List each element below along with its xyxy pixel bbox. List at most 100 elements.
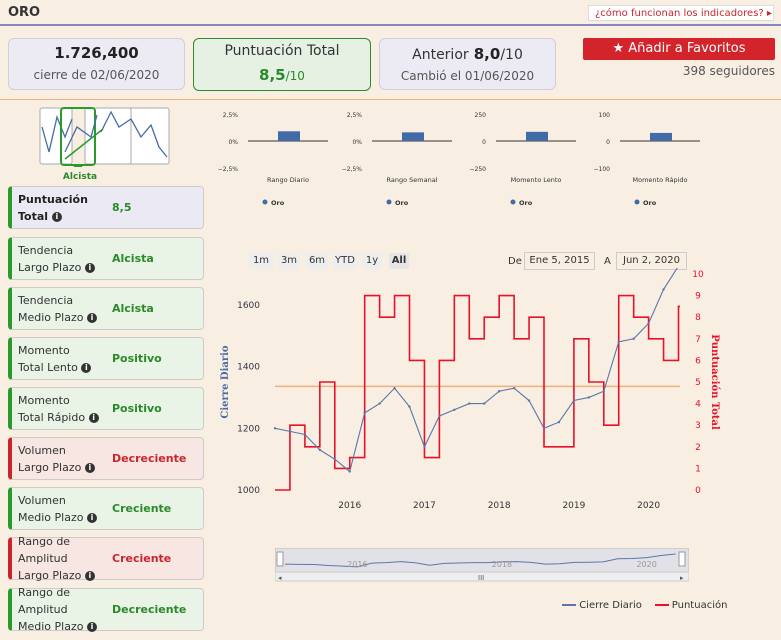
info-icon[interactable]: i bbox=[88, 412, 99, 423]
close-point bbox=[572, 399, 576, 402]
y-left-tick: 1000 bbox=[237, 486, 260, 496]
indicator-label: Momento Total Rápido i bbox=[12, 392, 112, 426]
x-tick: 2017 bbox=[413, 501, 436, 511]
indicator-label: Rango de Amplitud Medio Plazo i bbox=[12, 584, 112, 635]
score-of: /10 bbox=[285, 69, 305, 83]
navigator-tick: 2016 bbox=[347, 560, 367, 569]
navigator-tick: 2020 bbox=[636, 560, 656, 569]
legend-close-swatch bbox=[562, 604, 576, 606]
info-icon[interactable]: i bbox=[86, 622, 97, 632]
mini-ytick: −2,5% bbox=[218, 166, 239, 173]
close-point bbox=[617, 340, 620, 344]
info-icon[interactable]: i bbox=[86, 312, 97, 323]
to-date-input[interactable]: Jun 2, 2020 bbox=[616, 252, 687, 270]
indicator-label: Momento Total Lento i bbox=[12, 342, 112, 376]
indicator-label-line1: Momento bbox=[18, 393, 70, 407]
mini-ytick: 0 bbox=[482, 139, 486, 146]
info-icon[interactable]: i bbox=[81, 362, 92, 373]
close-point bbox=[632, 337, 635, 340]
indicator-label: Volumen Largo Plazo i bbox=[12, 442, 112, 476]
y-right-tick: 7 bbox=[695, 335, 701, 345]
score-value: 8,5 bbox=[259, 66, 286, 84]
mini-chart-title: Momento Rápido bbox=[632, 176, 687, 184]
prev-changed: Cambió el 01/06/2020 bbox=[400, 69, 535, 83]
info-icon[interactable]: i bbox=[51, 211, 62, 222]
legend-score-label: Puntuación bbox=[671, 600, 728, 611]
y-right-tick: 2 bbox=[695, 443, 701, 453]
indicator-label: Puntuación Total i bbox=[12, 191, 112, 225]
mini-legend-label: Oro bbox=[395, 199, 409, 207]
close-point bbox=[527, 399, 531, 402]
indicator-label-line2: Medio Plazo bbox=[18, 510, 84, 524]
indicator-label: Rango de Amplitud Largo Plazo i bbox=[12, 533, 112, 584]
close-point bbox=[468, 402, 471, 405]
navigator-track bbox=[275, 548, 689, 573]
info-icon[interactable]: i bbox=[84, 462, 95, 473]
mini-legend-label: Oro bbox=[519, 199, 533, 207]
close-card: 1.726,400 cierre de 02/06/2020 bbox=[8, 38, 185, 90]
mini-legend-label: Oro bbox=[271, 199, 285, 207]
y-right-tick: 3 bbox=[695, 421, 701, 431]
y-right-tick: 9 bbox=[695, 292, 701, 302]
indicator-row[interactable]: Rango de Amplitud Largo Plazo i Creciente bbox=[8, 535, 204, 582]
scroll-grip-icon: III bbox=[478, 574, 484, 582]
indicator-row[interactable]: Puntuación Total i 8,5 bbox=[8, 186, 204, 229]
y-right-tick: 8 bbox=[695, 313, 701, 323]
close-point bbox=[393, 386, 396, 390]
close-point bbox=[333, 457, 336, 461]
navigator-scrollbar bbox=[275, 571, 689, 582]
mini-bar bbox=[402, 132, 424, 141]
range-button-1y[interactable]: 1y bbox=[362, 253, 382, 269]
indicator-row[interactable]: Volumen Largo Plazo i Decreciente bbox=[8, 437, 204, 480]
indicator-row[interactable]: Momento Total Lento i Positivo bbox=[8, 337, 204, 380]
indicator-row[interactable]: Rango de Amplitud Medio Plazo i Decrecient… bbox=[8, 586, 204, 633]
indicator-value: Creciente bbox=[112, 502, 172, 515]
mini-ytick: 250 bbox=[475, 112, 487, 119]
add-favorite-button[interactable]: ★ Añadir a Favoritos bbox=[583, 38, 775, 60]
close-point bbox=[587, 396, 591, 399]
info-icon[interactable]: i bbox=[84, 262, 95, 273]
close-point bbox=[288, 430, 292, 433]
navigator-line bbox=[284, 553, 676, 568]
close-point bbox=[318, 448, 322, 452]
chart-legend: Cierre Diario Puntuación bbox=[562, 600, 727, 611]
indicator-row[interactable]: Tendencia Largo Plazo i Alcista bbox=[8, 237, 204, 280]
close-point bbox=[662, 288, 665, 291]
score-title: Puntuación Total bbox=[224, 43, 340, 59]
mini-ytick: 0% bbox=[352, 139, 362, 146]
indicator-label-line2: Total Lento bbox=[18, 360, 78, 374]
y-left-tick: 1200 bbox=[237, 424, 260, 434]
indicator-row[interactable]: Tendencia Medio Plazo i Alcista bbox=[8, 287, 204, 330]
range-button-6m[interactable]: 6m bbox=[306, 253, 328, 269]
help-link[interactable]: ¿cómo funcionan los indicadores? ▸ bbox=[588, 5, 774, 21]
indicator-row[interactable]: Momento Total Rápido i Positivo bbox=[8, 387, 204, 430]
info-icon[interactable]: i bbox=[86, 512, 97, 523]
score-card: Puntuación Total 8,5/10 bbox=[193, 38, 371, 91]
navigator-tick: 2018 bbox=[492, 560, 512, 569]
close-series-line bbox=[274, 268, 678, 473]
range-button-ytd[interactable]: YTD bbox=[332, 253, 358, 269]
info-icon[interactable]: i bbox=[84, 571, 95, 581]
indicator-value: 8,5 bbox=[112, 201, 132, 214]
range-button-3m[interactable]: 3m bbox=[278, 253, 300, 269]
range-navigator[interactable]: 2016 2018 2020 ◂ ▸ III bbox=[275, 548, 689, 582]
from-label: De bbox=[508, 256, 522, 267]
mini-ytick: 0% bbox=[228, 139, 238, 146]
mini-legend-dot bbox=[386, 199, 392, 205]
close-date: cierre de 02/06/2020 bbox=[33, 68, 160, 82]
close-point bbox=[423, 445, 426, 448]
y-right-tick: 0 bbox=[695, 486, 701, 496]
range-button-all[interactable]: All bbox=[389, 253, 409, 269]
y-left-tick: 1400 bbox=[237, 363, 260, 373]
mini-ytick: −250 bbox=[470, 166, 487, 173]
star-icon: ★ bbox=[612, 41, 625, 56]
indicator-row[interactable]: Volumen Medio Plazo i Creciente bbox=[8, 487, 204, 530]
range-button-1m[interactable]: 1m bbox=[249, 253, 273, 269]
mini-legend-label: Oro bbox=[643, 199, 657, 207]
trend-thumbnails[interactable] bbox=[39, 107, 171, 170]
mini-ytick: −100 bbox=[594, 166, 611, 173]
mini-bar bbox=[650, 132, 672, 141]
from-date-input[interactable]: Ene 5, 2015 bbox=[524, 252, 595, 270]
indicator-label-line2: Largo Plazo bbox=[18, 569, 82, 582]
close-point bbox=[378, 402, 381, 405]
